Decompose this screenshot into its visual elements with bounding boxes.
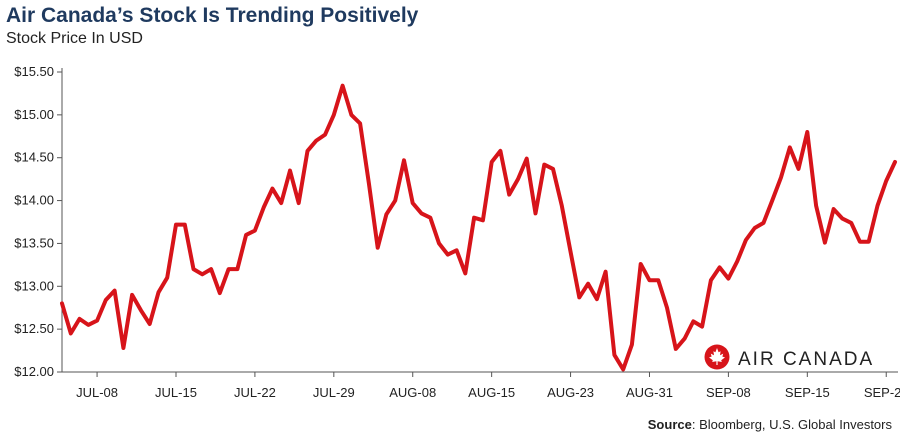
y-tick-label: $12.50 [14,321,54,336]
y-tick-label: $15.50 [14,64,54,79]
source-label: Source [647,417,692,432]
chart-subtitle: Stock Price In USD [6,30,143,47]
y-tick-label: $12.00 [14,364,54,379]
air-canada-logo: AIR CANADA [704,344,874,375]
x-axis: JUL-08 JUL-15 JUL-22 JUL-29 AUG-08 AUG-15 AUG-… [62,371,900,400]
x-tick-label: SEP-15 [785,385,830,400]
y-tick-label: $15.00 [14,107,54,122]
x-tick-label: AUG-31 [626,385,673,400]
x-tick-label: AUG-08 [389,385,436,400]
x-tick-label: JUL-08 [76,385,118,400]
x-tick-label: JUL-22 [234,385,276,400]
y-tick-label: $14.50 [14,150,54,165]
source-text: : Bloomberg, U.S. Global Investors [691,417,892,432]
x-tick-label: SEP-22 [864,385,900,400]
x-tick-label: AUG-23 [547,385,594,400]
series-group [60,83,897,372]
maple-leaf-roundel-icon [704,344,730,375]
source-note: Source: Bloomberg, U.S. Global Investors [648,417,892,432]
y-tick-label: $13.00 [14,278,54,293]
chart-title: Air Canada’s Stock Is Trending Positivel… [6,4,419,27]
x-tick-label: AUG-15 [468,385,515,400]
x-tick-label: SEP-08 [706,385,751,400]
y-axis: $12.00 $12.50 $13.00 $13.50 $14.00 $14.50 $15.… [14,64,63,379]
series-line [60,83,897,372]
logo-text: AIR CANADA [738,348,875,370]
x-tick-label: JUL-29 [313,385,355,400]
x-tick-label: JUL-15 [155,385,197,400]
y-tick-label: $13.50 [14,235,54,250]
y-tick-label: $14.00 [14,193,54,208]
